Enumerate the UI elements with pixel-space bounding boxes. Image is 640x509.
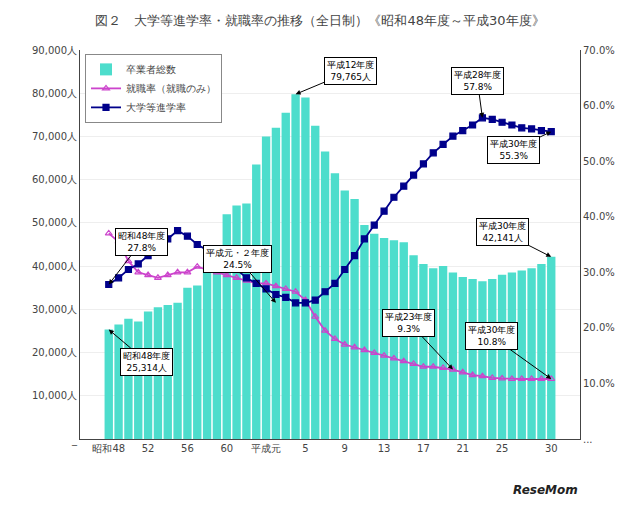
svg-text:大学等進学率: 大学等進学率: [126, 102, 186, 113]
svg-text:13: 13: [378, 443, 391, 454]
svg-text:...: ...: [583, 434, 593, 445]
svg-text:平成元: 平成元: [251, 443, 281, 454]
svg-text:50.0%: 50.0%: [583, 156, 615, 167]
svg-text:5: 5: [302, 443, 308, 454]
svg-text:30,000人: 30,000人: [32, 304, 77, 315]
svg-text:40.0%: 40.0%: [583, 211, 615, 222]
svg-text:図２ 大学等進学率・就職率の推移（全日制）《昭和48年度～平: 図２ 大学等進学率・就職率の推移（全日制）《昭和48年度～平成30年度》: [95, 13, 544, 28]
svg-text:ReseMom: ReseMom: [513, 483, 578, 497]
svg-text:平成30年度55.3%: 平成30年度55.3%: [490, 139, 537, 161]
svg-text:90,000人: 90,000人: [32, 45, 77, 56]
svg-text:平成28年度57.8%: 平成28年度57.8%: [454, 70, 501, 92]
svg-text:平成30年度42,141人: 平成30年度42,141人: [479, 221, 526, 243]
svg-text:30: 30: [545, 443, 558, 454]
svg-text:25: 25: [496, 443, 509, 454]
svg-text:9: 9: [342, 443, 348, 454]
svg-text:20.0%: 20.0%: [583, 322, 615, 333]
svg-text:平成30年度10.8%: 平成30年度10.8%: [468, 325, 515, 347]
svg-text:40,000人: 40,000人: [32, 261, 77, 272]
svg-text:昭和48年度25,314人: 昭和48年度25,314人: [123, 351, 170, 373]
svg-text:昭和48: 昭和48: [92, 443, 125, 454]
svg-text:就職率（就職のみ）: 就職率（就職のみ）: [126, 83, 216, 94]
svg-text:17: 17: [417, 443, 430, 454]
svg-text:20,000人: 20,000人: [32, 347, 77, 358]
svg-text:昭和48年度27.8%: 昭和48年度27.8%: [118, 231, 165, 253]
svg-text:平成23年度9.3%: 平成23年度9.3%: [385, 312, 432, 334]
svg-text:70,000人: 70,000人: [32, 131, 77, 142]
svg-text:60: 60: [220, 443, 233, 454]
svg-text:56: 56: [181, 443, 194, 454]
svg-text:平成元・２年度24.5%: 平成元・２年度24.5%: [206, 248, 269, 270]
svg-text:卒業者総数: 卒業者総数: [126, 64, 176, 75]
svg-text:21: 21: [456, 443, 469, 454]
svg-text:52: 52: [142, 443, 155, 454]
svg-text:60.0%: 60.0%: [583, 100, 615, 111]
svg-text:10.0%: 10.0%: [583, 378, 615, 389]
svg-text:60,000人: 60,000人: [32, 174, 77, 185]
svg-text:平成12年度79,765人: 平成12年度79,765人: [327, 60, 374, 82]
svg-text:10,000人: 10,000人: [32, 390, 77, 401]
svg-text:30.0%: 30.0%: [583, 267, 615, 278]
svg-text:_: _: [71, 434, 78, 446]
svg-text:80,000人: 80,000人: [32, 88, 77, 99]
svg-text:70.0%: 70.0%: [583, 45, 615, 56]
svg-text:50,000人: 50,000人: [32, 217, 77, 228]
